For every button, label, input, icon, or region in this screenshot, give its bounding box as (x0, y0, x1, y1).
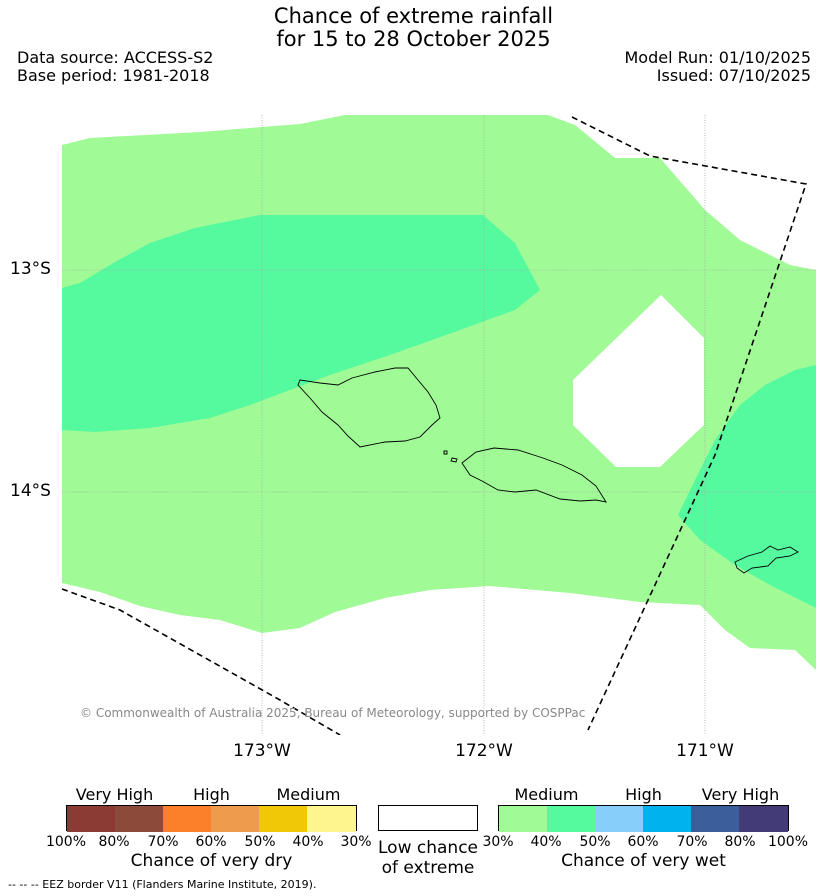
wet-tick: 60% (627, 834, 659, 850)
dry-swatch-1 (67, 806, 116, 832)
wet-swatch-6 (739, 806, 788, 832)
coastlines (297, 367, 799, 574)
dry-tick: 70% (147, 834, 179, 850)
map-subtitle: for 15 to 28 October 2025 (276, 27, 551, 51)
wet-tick: 30% (482, 834, 514, 850)
wet-colorbar-label: Chance of very wet (561, 851, 726, 871)
wet-swatch-4 (643, 806, 692, 832)
wet-heading-very-high: Very High (701, 785, 780, 804)
low-chance-swatch (378, 805, 478, 831)
wet-tick: 80% (724, 834, 756, 850)
savaii-island (297, 367, 441, 448)
lon-label-172w: 172°W (455, 741, 513, 761)
data-source-text: Data source: ACCESS-S2 (17, 48, 214, 67)
rainfall-map (62, 115, 816, 735)
wet-heading-medium: Medium (514, 785, 579, 804)
wet-tick: 40% (530, 834, 562, 850)
apolima-islet (443, 450, 448, 455)
dry-heading-very-high: Very High (75, 785, 154, 804)
copyright-text: © Commonwealth of Australia 2025, Bureau… (80, 706, 586, 720)
dry-colorbar-label: Chance of very dry (130, 851, 293, 871)
lon-label-173w: 173°W (233, 741, 291, 761)
base-period-text: Base period: 1981-2018 (17, 66, 210, 85)
upolu-island (461, 447, 607, 503)
wet-tick: 100% (767, 834, 809, 850)
low-chance-region (573, 295, 704, 467)
high-wet-region-west (62, 215, 540, 432)
wet-tick: 50% (579, 834, 611, 850)
dry-heading-medium: Medium (276, 785, 341, 804)
dry-tick: 40% (292, 834, 324, 850)
issued-text: Issued: 07/10/2025 (656, 66, 811, 85)
wet-swatch-2 (547, 806, 596, 832)
dry-tick: 50% (244, 834, 276, 850)
wet-swatch-5 (691, 806, 740, 832)
lat-label-13s: 13°S (10, 259, 51, 279)
dry-colorbar (66, 805, 357, 832)
low-chance-label-line1: Low chance (378, 838, 478, 858)
lat-label-14s: 14°S (10, 481, 51, 501)
dry-tick: 100% (45, 834, 87, 850)
dry-tick: 60% (195, 834, 227, 850)
wet-colorbar (498, 805, 789, 832)
dry-tick: 80% (98, 834, 130, 850)
eez-footnote: -- -- -- EEZ border V11 (Flanders Marine… (8, 878, 317, 891)
map-title: Chance of extreme rainfall (273, 4, 554, 28)
dry-heading-high: High (193, 785, 230, 804)
eez-border (62, 116, 808, 735)
tutuila-island (734, 545, 799, 574)
high-wet-region-east (678, 365, 816, 608)
wet-heading-high: High (625, 785, 662, 804)
wet-tick: 70% (676, 834, 708, 850)
wet-swatch-1 (499, 806, 548, 832)
dry-swatch-2 (115, 806, 164, 832)
manono-islet (450, 457, 458, 463)
dry-swatch-6 (307, 806, 356, 832)
lon-label-171w: 171°W (676, 741, 734, 761)
model-run-text: Model Run: 01/10/2025 (624, 48, 812, 67)
dry-tick: 30% (340, 834, 372, 850)
wet-swatch-3 (595, 806, 644, 832)
dry-swatch-5 (259, 806, 308, 832)
low-chance-label-line2: of extreme (381, 858, 475, 878)
dry-swatch-3 (163, 806, 212, 832)
gridlines (62, 115, 816, 735)
dry-swatch-4 (211, 806, 260, 832)
